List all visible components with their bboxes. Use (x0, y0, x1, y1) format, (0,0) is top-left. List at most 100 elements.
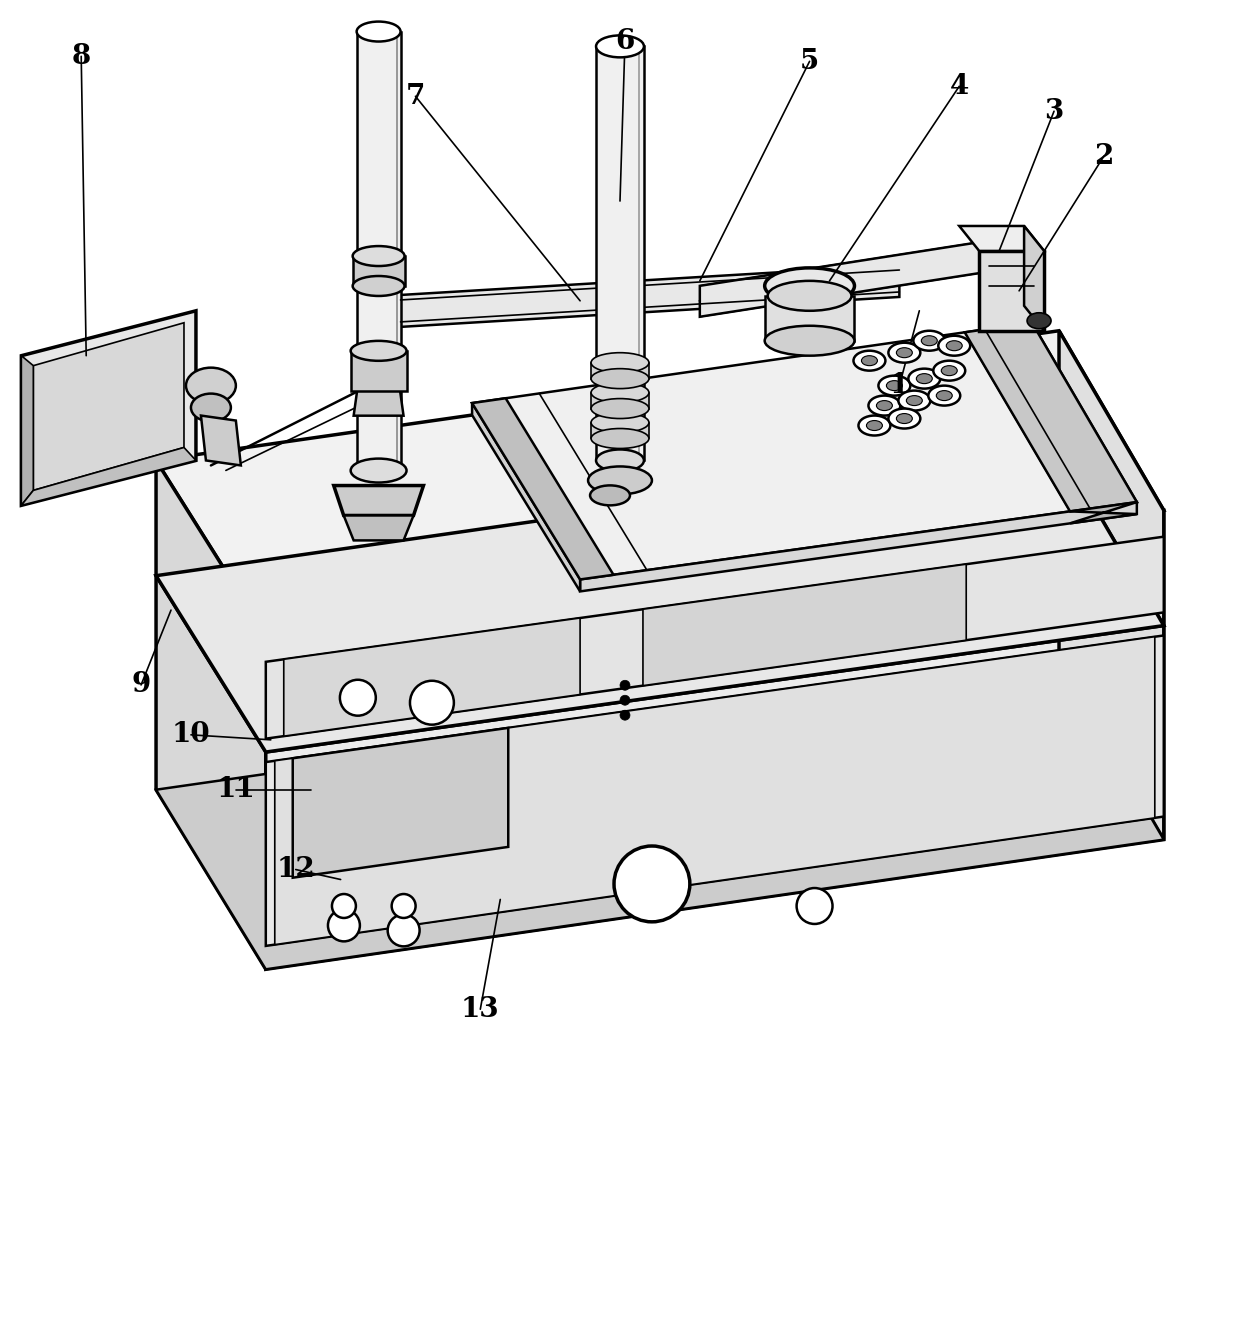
Ellipse shape (768, 281, 852, 310)
Polygon shape (21, 310, 196, 506)
Ellipse shape (591, 368, 649, 388)
Ellipse shape (936, 391, 952, 400)
Polygon shape (960, 226, 1044, 251)
Ellipse shape (898, 391, 930, 411)
Text: 8: 8 (72, 42, 91, 70)
Ellipse shape (916, 374, 932, 384)
Ellipse shape (877, 400, 893, 411)
Ellipse shape (909, 368, 940, 388)
Polygon shape (965, 322, 1137, 511)
Ellipse shape (591, 429, 649, 449)
Polygon shape (293, 727, 508, 878)
Ellipse shape (867, 421, 883, 430)
Ellipse shape (357, 21, 401, 41)
Ellipse shape (591, 383, 649, 403)
Text: 12: 12 (277, 857, 315, 883)
Text: 5: 5 (800, 48, 820, 75)
Ellipse shape (888, 343, 920, 363)
Ellipse shape (620, 710, 630, 721)
Ellipse shape (340, 680, 376, 715)
Polygon shape (265, 511, 1164, 969)
Ellipse shape (1027, 313, 1052, 329)
Ellipse shape (588, 466, 652, 495)
Polygon shape (1059, 331, 1164, 840)
Ellipse shape (191, 393, 231, 421)
Polygon shape (351, 351, 407, 391)
Polygon shape (156, 461, 265, 969)
Text: 9: 9 (131, 672, 151, 698)
Ellipse shape (853, 351, 885, 371)
Polygon shape (33, 323, 184, 491)
Polygon shape (401, 265, 899, 327)
Ellipse shape (591, 352, 649, 372)
Text: 6: 6 (615, 28, 635, 55)
Polygon shape (591, 363, 649, 379)
Polygon shape (1070, 502, 1137, 523)
Ellipse shape (868, 396, 900, 416)
Ellipse shape (590, 486, 630, 506)
Polygon shape (699, 236, 1019, 317)
Ellipse shape (941, 366, 957, 376)
Polygon shape (156, 660, 1164, 969)
Polygon shape (156, 446, 1164, 752)
Polygon shape (591, 392, 649, 409)
Polygon shape (275, 636, 1154, 945)
Ellipse shape (620, 680, 630, 690)
Ellipse shape (934, 360, 965, 380)
Ellipse shape (186, 368, 236, 404)
Ellipse shape (388, 915, 419, 946)
Ellipse shape (591, 413, 649, 433)
Ellipse shape (858, 416, 890, 436)
Polygon shape (21, 355, 33, 506)
Ellipse shape (327, 909, 360, 941)
Polygon shape (156, 331, 1164, 635)
Text: 11: 11 (217, 776, 255, 803)
Polygon shape (284, 618, 580, 737)
Text: 7: 7 (405, 83, 425, 110)
Ellipse shape (765, 326, 854, 355)
Ellipse shape (929, 385, 960, 405)
Polygon shape (353, 366, 403, 416)
Text: 3: 3 (1044, 98, 1064, 124)
Ellipse shape (392, 894, 415, 917)
Text: 4: 4 (950, 73, 968, 100)
Text: 10: 10 (171, 721, 211, 748)
Ellipse shape (939, 335, 970, 355)
Ellipse shape (591, 399, 649, 418)
Ellipse shape (352, 246, 404, 267)
Polygon shape (265, 537, 1164, 739)
Polygon shape (765, 296, 854, 341)
Polygon shape (472, 322, 1137, 579)
Ellipse shape (862, 355, 878, 366)
Polygon shape (472, 399, 614, 579)
Polygon shape (1024, 226, 1044, 331)
Ellipse shape (765, 268, 854, 304)
Polygon shape (591, 422, 649, 438)
Ellipse shape (887, 380, 903, 391)
Ellipse shape (946, 341, 962, 351)
Polygon shape (21, 447, 196, 506)
Polygon shape (980, 251, 1044, 331)
Ellipse shape (878, 376, 910, 396)
Polygon shape (596, 46, 644, 461)
Ellipse shape (914, 331, 945, 351)
Text: 1: 1 (889, 372, 909, 399)
Ellipse shape (352, 276, 404, 296)
Ellipse shape (620, 696, 630, 705)
Polygon shape (580, 502, 1137, 591)
Polygon shape (265, 635, 1164, 946)
Ellipse shape (897, 347, 913, 358)
Ellipse shape (897, 413, 913, 424)
Ellipse shape (351, 341, 407, 360)
Ellipse shape (596, 36, 644, 57)
Polygon shape (334, 486, 424, 516)
Ellipse shape (614, 846, 689, 921)
Ellipse shape (351, 458, 407, 483)
Polygon shape (343, 516, 413, 540)
Polygon shape (472, 403, 580, 591)
Polygon shape (357, 32, 401, 470)
Ellipse shape (796, 888, 832, 924)
Ellipse shape (906, 396, 923, 405)
Text: 13: 13 (461, 995, 500, 1023)
Polygon shape (201, 416, 241, 466)
